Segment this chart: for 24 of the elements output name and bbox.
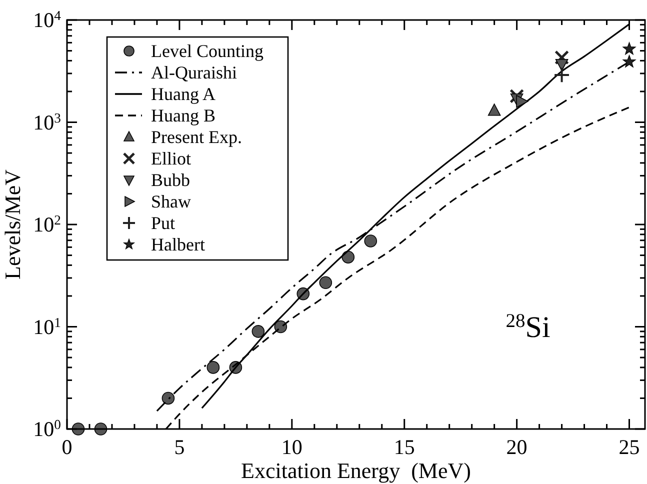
legend-label: Present Exp. [151, 127, 242, 147]
y-tick-label: 10$^{1}$ [33, 314, 61, 339]
y-axis-title: Levels/MeV [0, 169, 25, 280]
annotation: $^{28}$Si [506, 310, 550, 344]
x-tick-label: 25 [618, 435, 640, 459]
legend-label: Halbert [151, 234, 205, 254]
legend-label: Huang B [151, 106, 216, 126]
legend-label: Bubb [151, 170, 190, 190]
y-tick-label: 10$^{3}$ [33, 110, 62, 134]
x-tick-label: 5 [174, 435, 185, 459]
legend-label: Huang A [151, 84, 216, 104]
y-tick-label: 10$^{0}$ [33, 416, 62, 441]
x-tick-label: 20 [506, 435, 528, 459]
y-tick-label: 10$^{4}$ [33, 8, 62, 32]
legend-label: Elliot [151, 148, 191, 168]
x-axis-title: Excitation Energy (MeV) [241, 458, 471, 483]
x-tick-label: 10 [281, 435, 302, 459]
legend-label: Put [151, 213, 176, 233]
legend-label: Shaw [151, 192, 191, 212]
legend-label: Level Counting [151, 41, 264, 61]
y-tick-label: 10$^{2}$ [33, 212, 62, 236]
legend-label: Al-Quraishi [151, 62, 237, 82]
x-tick-label: 15 [394, 435, 415, 459]
x-tick-label: 0 [62, 435, 72, 459]
